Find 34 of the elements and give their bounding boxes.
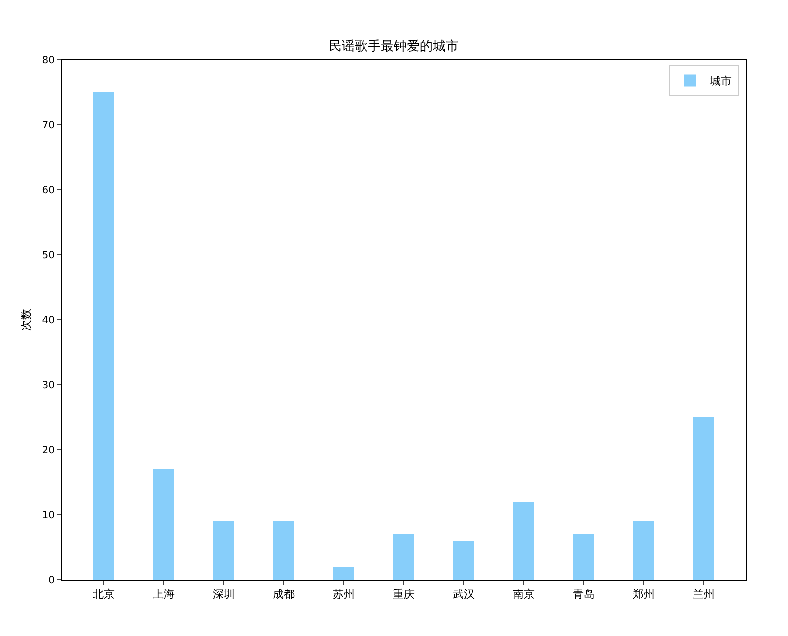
- legend-label: 城市: [709, 74, 732, 88]
- x-tick-label: 成都: [273, 588, 295, 602]
- x-tick-label: 北京: [93, 588, 115, 602]
- x-tick-label: 南京: [513, 588, 535, 602]
- y-tick-label: 0: [48, 576, 55, 586]
- x-tick-label: 郑州: [633, 588, 655, 602]
- x-tick-label: 重庆: [393, 588, 415, 602]
- bar: [214, 522, 234, 580]
- y-tick-label: 30: [42, 380, 55, 392]
- bar: [334, 567, 354, 580]
- bar: [454, 541, 474, 580]
- bar: [574, 534, 594, 580]
- x-tick-label: 上海: [153, 588, 175, 602]
- y-tick-label: 70: [42, 120, 55, 132]
- bar: [394, 534, 414, 580]
- y-tick-label: 10: [42, 510, 55, 522]
- y-tick-label: 80: [42, 56, 55, 66]
- y-tick-label: 60: [42, 186, 55, 196]
- y-tick-label: 20: [42, 446, 55, 456]
- bar: [274, 522, 294, 580]
- x-tick-label: 深圳: [213, 588, 235, 602]
- bar: [94, 92, 114, 580]
- y-axis-title: 次数: [20, 309, 33, 331]
- bar: [694, 418, 714, 580]
- bar: [154, 470, 174, 580]
- bar: [514, 502, 534, 580]
- y-tick-label: 50: [42, 250, 55, 262]
- x-tick-label: 苏州: [333, 588, 355, 602]
- x-tick-label: 青岛: [573, 588, 595, 602]
- x-tick-label: 兰州: [693, 588, 715, 602]
- bar: [634, 522, 654, 580]
- chart-title: 民谣歌手最钟爱的城市: [329, 39, 459, 54]
- y-tick-label: 40: [42, 316, 55, 326]
- x-tick-label: 武汉: [453, 588, 475, 602]
